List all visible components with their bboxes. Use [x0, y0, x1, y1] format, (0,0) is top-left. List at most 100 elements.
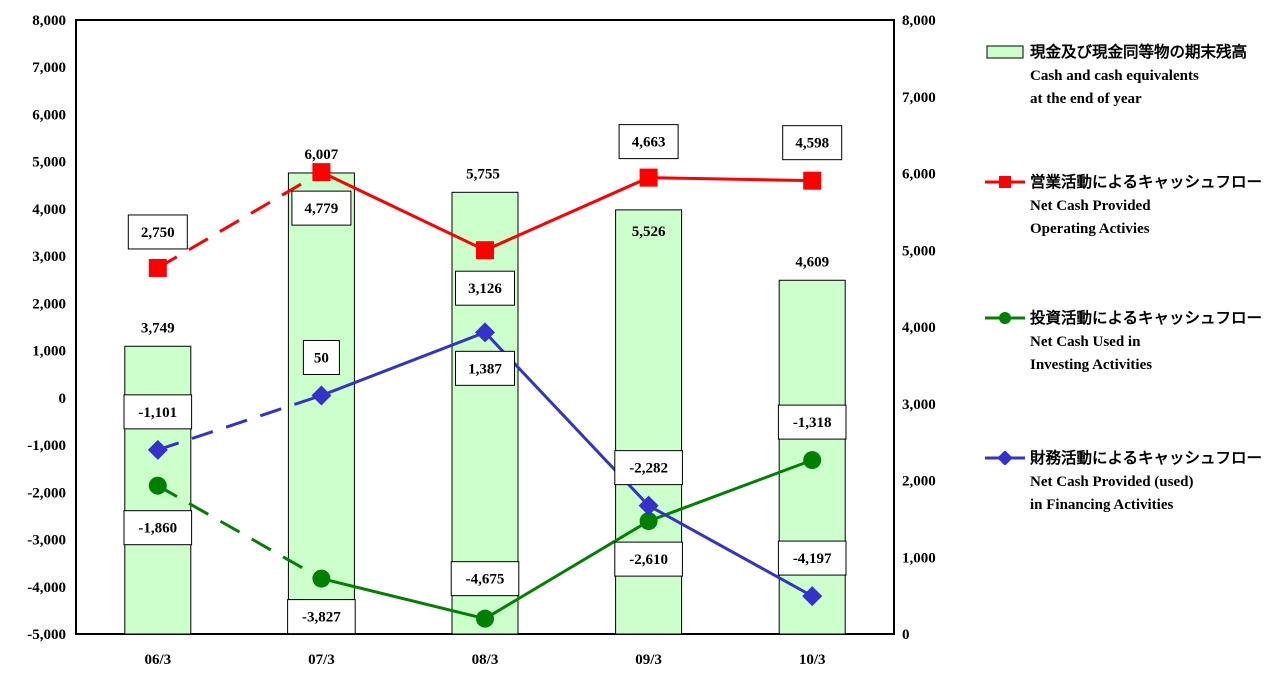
financing-label-box — [614, 450, 683, 486]
right-axis-tick-label: 1,000 — [902, 550, 936, 566]
operating-label-box — [455, 270, 515, 306]
investing-data-label: -1,860 — [138, 521, 177, 537]
financing-data-label: -1,101 — [138, 405, 177, 421]
operating-data-label: 3,126 — [468, 281, 502, 297]
legend-label-operating-en-1: Net Cash Provided — [1030, 198, 1151, 214]
financing-marker — [638, 495, 659, 516]
left-axis-tick-label: -5,000 — [27, 627, 66, 643]
financing-label-box — [455, 350, 515, 386]
right-axis-tick-label: 0 — [902, 627, 910, 643]
left-axis-tick-label: -2,000 — [27, 485, 66, 501]
operating-marker — [148, 258, 167, 277]
left-axis-tick-label: 2,000 — [32, 296, 66, 312]
investing-label-box — [450, 561, 520, 597]
right-axis-tick-label: 8,000 — [902, 13, 936, 29]
legend-label-investing-jp: 投資活動によるキャッシュフロー — [1030, 309, 1263, 327]
financing-line-segment — [647, 504, 813, 598]
left-axis-tick-label: -3,000 — [27, 533, 66, 549]
legend-label-operating-en-2: Operating Activies — [1030, 221, 1150, 237]
investing-label-box — [123, 510, 193, 546]
investing-marker — [312, 569, 331, 588]
x-axis-tick-label: 07/3 — [308, 652, 335, 668]
legend-label-cash-en-2: at the end of year — [1030, 91, 1142, 107]
legend: 現金及び現金同等物の期末残高 Cash and cash equivalents… — [985, 42, 1270, 517]
investing-marker — [803, 451, 822, 470]
investing-line-segment — [321, 577, 486, 621]
legend-label-cash-jp: 現金及び現金同等物の期末残高 — [1030, 43, 1248, 61]
left-axis-tick-label: -4,000 — [27, 580, 66, 596]
financing-data-label: -4,197 — [793, 551, 832, 567]
investing-marker — [148, 476, 167, 495]
legend-bar-swatch — [986, 45, 1024, 59]
left-axis-tick-label: 5,000 — [32, 155, 66, 171]
legend-diamond-marker — [985, 451, 1025, 465]
right-axis-tick-label: 4,000 — [902, 320, 936, 336]
investing-line-segment — [157, 484, 323, 580]
financing-marker — [802, 586, 823, 607]
legend-item-operating: 営業活動によるキャッシュフロー Net Cash Provided Operat… — [985, 172, 1270, 308]
financing-data-label: 50 — [314, 350, 329, 366]
operating-line-segment — [320, 170, 486, 252]
legend-label-financing-en-2: in Financing Activities — [1030, 497, 1174, 513]
x-axis-tick-label: 06/3 — [144, 652, 171, 668]
financing-marker — [311, 385, 332, 406]
operating-marker — [476, 241, 494, 260]
investing-data-label: -2,610 — [629, 552, 668, 568]
legend-square-marker — [985, 176, 1025, 188]
operating-line-segment — [484, 176, 650, 252]
financing-label-box — [777, 540, 847, 576]
investing-label-box — [287, 599, 356, 635]
left-axis-tick-label: 8,000 — [32, 13, 66, 29]
operating-marker — [803, 171, 822, 190]
financing-line-segment — [157, 394, 322, 452]
operating-label-box — [782, 125, 843, 161]
left-axis-tick-label: 7,000 — [32, 60, 66, 76]
legend-label-cash-en-1: Cash and cash equivalents — [1030, 68, 1199, 84]
operating-data-label: 4,663 — [632, 135, 666, 151]
operating-data-label: 4,779 — [305, 201, 339, 217]
financing-marker — [147, 439, 168, 460]
right-axis-tick-label: 2,000 — [902, 474, 936, 490]
legend-item-cash: 現金及び現金同等物の期末残高 Cash and cash equivalents… — [985, 42, 1270, 172]
operating-label-box — [291, 190, 352, 226]
legend-label-financing-jp: 財務活動によるキャッシュフロー — [1030, 449, 1263, 467]
cash-bar-label: 5,755 — [466, 166, 500, 182]
financing-label-box — [123, 394, 193, 430]
operating-data-label: 2,750 — [141, 225, 175, 241]
x-axis-tick-label: 09/3 — [635, 652, 662, 668]
operating-data-label: 4,598 — [795, 136, 829, 152]
operating-marker — [639, 168, 658, 187]
legend-circle-marker — [985, 312, 1025, 324]
x-axis-tick-label: 08/3 — [472, 652, 499, 668]
legend-label-financing-en-1: Net Cash Provided (used) — [1030, 474, 1194, 490]
investing-label-box — [777, 404, 847, 440]
operating-label-box — [618, 124, 679, 160]
left-axis-tick-label: 6,000 — [32, 107, 66, 123]
investing-data-label: -3,827 — [302, 610, 341, 626]
operating-label-box — [127, 214, 188, 250]
cash-bar — [451, 191, 519, 635]
left-axis-tick-label: 4,000 — [32, 202, 66, 218]
left-axis-tick-label: 3,000 — [32, 249, 66, 265]
cash-bar-label: 3,749 — [141, 320, 175, 336]
cash-bar-label: 5,526 — [632, 224, 666, 240]
investing-data-label: -4,675 — [466, 572, 505, 588]
legend-label-operating-jp: 営業活動によるキャッシュフロー — [1030, 173, 1263, 191]
investing-label-box — [614, 541, 683, 577]
cash-bar-label: 6,007 — [305, 147, 339, 163]
financing-label-box — [302, 339, 340, 375]
left-axis-tick-label: -1,000 — [27, 438, 66, 454]
x-axis-tick-label: 10/3 — [799, 652, 826, 668]
investing-line-segment — [648, 458, 813, 523]
investing-data-label: -1,318 — [793, 415, 832, 431]
right-axis-tick-label: 3,000 — [902, 397, 936, 413]
legend-item-financing: 財務活動によるキャッシュフロー Net Cash Provided (used)… — [985, 448, 1270, 517]
operating-marker — [312, 163, 331, 182]
right-axis-tick-label: 6,000 — [902, 167, 936, 183]
investing-line-segment — [484, 519, 650, 620]
operating-line-segment — [157, 170, 323, 270]
right-axis-tick-label: 5,000 — [902, 243, 936, 259]
operating-line-segment — [648, 176, 813, 183]
right-axis-tick-label: 7,000 — [902, 90, 936, 106]
